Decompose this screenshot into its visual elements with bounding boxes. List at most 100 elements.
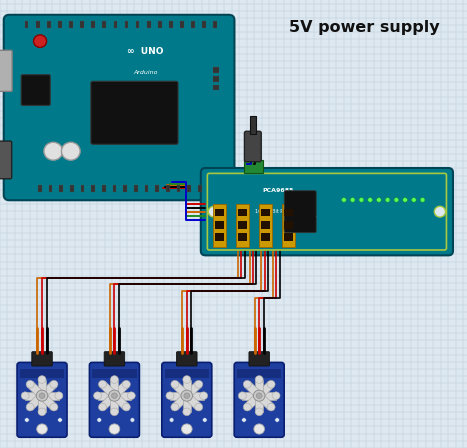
Circle shape (130, 418, 135, 422)
Bar (102, 185, 106, 192)
Polygon shape (27, 382, 57, 410)
Bar (59, 185, 63, 192)
Circle shape (195, 403, 203, 411)
Circle shape (99, 380, 106, 388)
Text: PCA9685: PCA9685 (262, 188, 294, 193)
Circle shape (385, 198, 390, 202)
Circle shape (171, 403, 179, 411)
Circle shape (122, 380, 130, 388)
Circle shape (170, 418, 174, 422)
Circle shape (55, 392, 63, 400)
FancyBboxPatch shape (21, 413, 32, 427)
Circle shape (254, 390, 265, 401)
Text: 16x12-Bit PWM: 16x12-Bit PWM (255, 209, 292, 214)
Bar (70, 185, 74, 192)
Circle shape (37, 424, 47, 434)
Bar (238, 221, 247, 228)
Bar (237, 369, 281, 378)
Bar (177, 185, 180, 192)
Circle shape (238, 392, 246, 400)
Polygon shape (244, 382, 274, 410)
FancyBboxPatch shape (127, 413, 137, 427)
Circle shape (272, 392, 280, 400)
Bar (102, 21, 106, 28)
Bar (261, 221, 270, 228)
Polygon shape (183, 379, 191, 412)
Circle shape (110, 376, 119, 383)
Bar (259, 204, 272, 247)
FancyBboxPatch shape (21, 75, 50, 105)
Polygon shape (99, 382, 129, 410)
Bar (215, 221, 224, 228)
Bar (180, 21, 184, 28)
FancyBboxPatch shape (91, 81, 178, 144)
Bar (145, 185, 149, 192)
Bar (156, 185, 159, 192)
FancyBboxPatch shape (32, 352, 52, 366)
Circle shape (58, 418, 63, 422)
Bar (166, 185, 170, 192)
Bar (158, 21, 162, 28)
Bar (213, 85, 219, 90)
Bar (213, 21, 217, 28)
FancyBboxPatch shape (0, 50, 12, 91)
FancyBboxPatch shape (200, 413, 210, 427)
Bar (36, 21, 40, 28)
Bar (92, 369, 136, 378)
Circle shape (171, 380, 179, 388)
FancyBboxPatch shape (201, 168, 453, 255)
Polygon shape (38, 379, 46, 412)
Bar (80, 21, 84, 28)
Circle shape (110, 408, 119, 416)
Text: ★: ★ (308, 213, 317, 223)
FancyBboxPatch shape (94, 413, 105, 427)
Bar (49, 185, 52, 192)
Bar (244, 160, 262, 173)
Circle shape (50, 380, 58, 388)
Circle shape (21, 392, 29, 400)
Bar (136, 21, 140, 28)
Circle shape (34, 35, 47, 47)
Bar (113, 21, 117, 28)
Bar (92, 21, 95, 28)
Bar (261, 233, 270, 241)
Bar (215, 233, 224, 241)
Circle shape (183, 376, 191, 383)
Circle shape (267, 403, 275, 411)
Circle shape (38, 408, 46, 416)
Circle shape (203, 418, 207, 422)
Circle shape (62, 142, 80, 160)
Circle shape (26, 380, 34, 388)
Bar (125, 21, 128, 28)
Polygon shape (170, 392, 204, 400)
Bar (249, 116, 256, 134)
Polygon shape (110, 379, 119, 412)
Circle shape (403, 198, 407, 202)
Bar (165, 369, 209, 378)
FancyBboxPatch shape (90, 362, 139, 437)
Polygon shape (99, 382, 129, 410)
Bar (69, 21, 73, 28)
Circle shape (109, 424, 120, 434)
Bar (284, 209, 293, 216)
Circle shape (394, 198, 399, 202)
Circle shape (166, 392, 174, 400)
Bar (25, 21, 28, 28)
Polygon shape (27, 382, 57, 410)
Circle shape (254, 424, 264, 434)
Circle shape (109, 390, 120, 401)
Bar (213, 67, 219, 73)
Circle shape (93, 392, 101, 400)
Bar (198, 185, 202, 192)
Circle shape (184, 393, 190, 398)
Circle shape (420, 198, 425, 202)
Circle shape (275, 418, 279, 422)
Text: ∞  UNO: ∞ UNO (127, 47, 163, 56)
Bar (169, 21, 173, 28)
Bar (147, 21, 150, 28)
Circle shape (39, 393, 45, 398)
Bar (238, 233, 247, 241)
Bar (191, 21, 195, 28)
FancyBboxPatch shape (0, 141, 12, 179)
Circle shape (99, 403, 106, 411)
